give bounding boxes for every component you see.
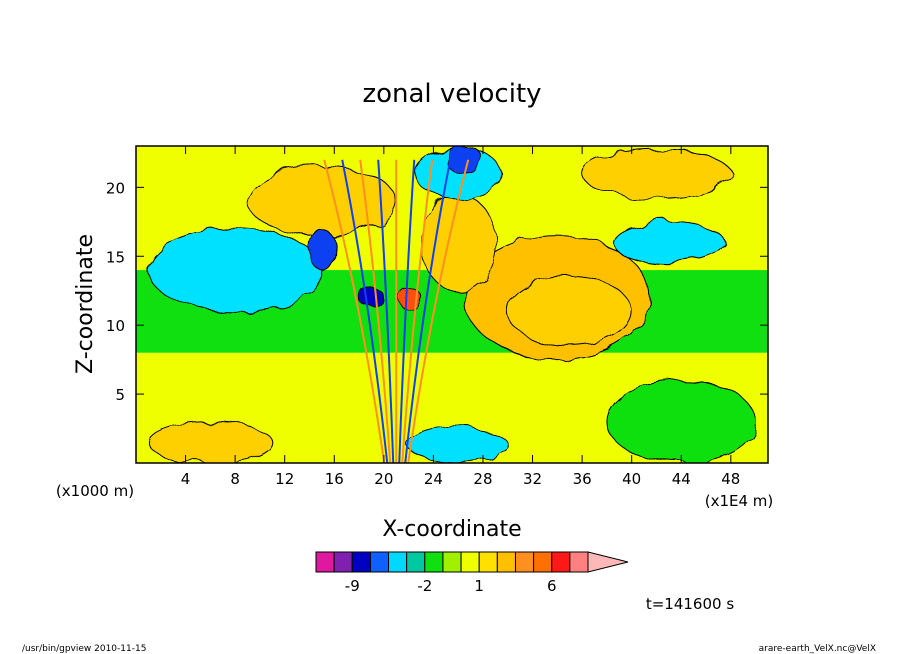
x-tick-label: 8 [230, 470, 240, 488]
field-region-lightorange [581, 148, 732, 199]
field-region-cyan [147, 228, 323, 312]
wave-streak [323, 159, 386, 463]
colorbar-segment [533, 551, 553, 573]
y-tick-label: 15 [106, 248, 125, 266]
x-tick-label: 16 [325, 470, 344, 488]
wave-streak [359, 159, 392, 463]
colorbar-segment [424, 551, 444, 573]
x-tick-label: 32 [523, 470, 542, 488]
x-unit-left: (x1000 m) [56, 482, 134, 500]
colorbar-extend-triangle [587, 551, 629, 573]
colorbar [315, 551, 629, 573]
x-axis: 4 8 12 16 20 24 28 32 36 40 44 48 [181, 146, 740, 488]
wave-streak [341, 159, 389, 463]
x-tick-label: 44 [672, 470, 691, 488]
x-unit-right: (x1E4 m) [705, 492, 774, 510]
time-label: t=141600 s [646, 595, 734, 613]
x-tick-label: 20 [374, 470, 393, 488]
colorbar-label: -9 [345, 577, 360, 595]
wave-streak [404, 159, 452, 463]
colorbar-labels: -9 -2 1 6 [345, 577, 557, 595]
field-region-blue [308, 228, 335, 271]
x-tick-label: 28 [473, 470, 492, 488]
field-region-lightorange [147, 421, 273, 463]
colorbar-segment [369, 551, 390, 573]
y-tick-label: 10 [106, 317, 125, 335]
colorbar-segment [388, 551, 408, 573]
field-region-lightorange [507, 276, 633, 347]
x-tick-label: 36 [573, 470, 592, 488]
wave-streak [398, 159, 416, 463]
wave-streak [377, 159, 395, 463]
x-tick-label: 40 [622, 470, 641, 488]
wave-streak [401, 159, 434, 463]
field-region-blue [445, 146, 484, 175]
y-axis: 5 10 15 20 [106, 179, 768, 404]
colorbar-segment [315, 551, 335, 573]
wave-streak [407, 159, 470, 463]
field-region-cyan [408, 426, 509, 463]
colorbar-label: 6 [547, 577, 557, 595]
x-tick-label: 48 [721, 470, 740, 488]
plot-frame [135, 145, 769, 464]
colorbar-segment [442, 551, 462, 573]
chart-title: zonal velocity [362, 79, 541, 109]
colorbar-label: 1 [474, 577, 484, 595]
colorbar-segment [478, 551, 498, 573]
plot-area [136, 146, 768, 463]
footer-left: /usr/bin/gpview 2010-11-15 [22, 644, 146, 654]
x-axis-label: X-coordinate [382, 517, 521, 542]
footer-right: arare-earth_VelX.nc@VelX [759, 644, 876, 654]
x-tick-label: 4 [181, 470, 191, 488]
field-region-cyan [612, 221, 726, 264]
field-region-darkblue [359, 286, 384, 310]
y-axis-label: Z-coordinate [73, 234, 98, 374]
x-tick-label: 12 [275, 470, 294, 488]
y-tick-label: 20 [106, 179, 125, 197]
field-region-green [606, 379, 757, 463]
colorbar-segment [406, 551, 426, 573]
colorbar-segment [460, 551, 480, 573]
colorbar-segment [514, 551, 535, 573]
field-region-lightorange [420, 193, 496, 292]
colorbar-segment [351, 551, 371, 573]
colorbar-segment [569, 551, 589, 573]
y-tick-label: 5 [115, 386, 125, 404]
colorbar-label: -2 [417, 577, 432, 595]
colorbar-segment [496, 551, 516, 573]
field-region-lightorange [247, 166, 397, 237]
colorbar-segment [551, 551, 571, 573]
x-tick-label: 24 [424, 470, 443, 488]
colorbar-segment [333, 551, 353, 573]
field-region-red [396, 286, 421, 310]
